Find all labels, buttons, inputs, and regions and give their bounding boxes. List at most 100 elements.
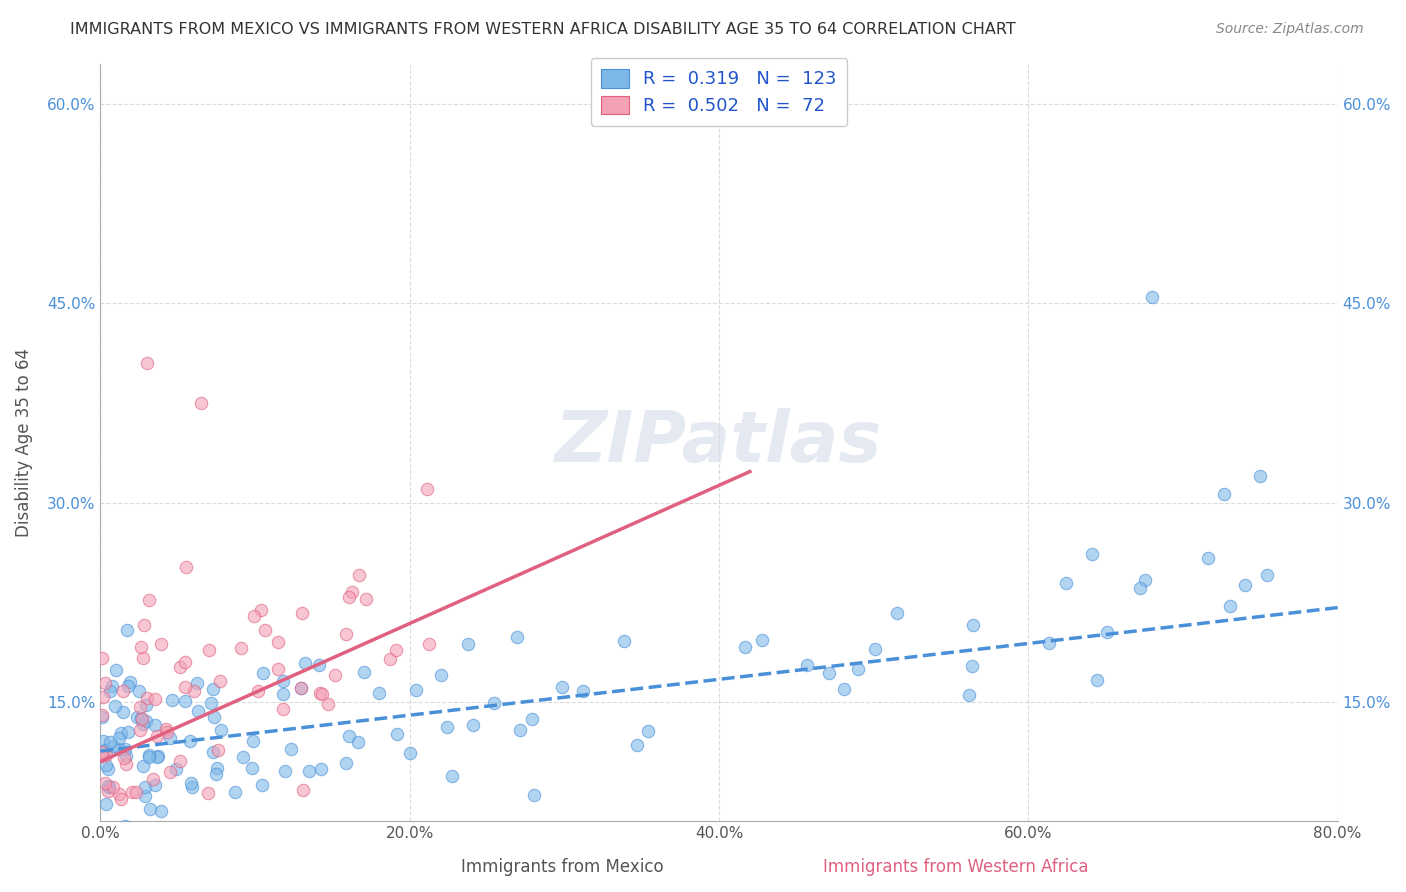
Point (291, 607, 314, 621)
Point (267, 634, 290, 648)
Point (817, 665, 839, 680)
Point (174, 560, 197, 574)
Point (112, 706, 135, 720)
Point (143, 778, 166, 792)
Point (1357, 190, 1379, 204)
Point (1213, 486, 1236, 500)
Legend: R =  0.319   N =  123, R =  0.502   N =  72: R = 0.319 N = 123, R = 0.502 N = 72 (591, 58, 848, 126)
Point (190, 396, 212, 410)
Point (832, 681, 855, 696)
Point (121, 785, 143, 799)
Point (138, 592, 160, 607)
Point (128, 684, 150, 698)
Point (94, 797, 117, 811)
Point (342, 585, 364, 599)
Point (266, 662, 288, 676)
Point (291, 783, 314, 797)
Point (132, 717, 155, 731)
Point (962, 617, 984, 632)
Point (94, 748, 117, 763)
Point (156, 725, 179, 739)
Point (97, 762, 120, 776)
Point (353, 665, 375, 679)
Point (91, 733, 114, 747)
Point (957, 688, 980, 702)
Point (796, 657, 818, 672)
Point (173, 655, 195, 669)
Point (224, 785, 246, 799)
Point (90, 710, 112, 724)
Point (368, 686, 391, 700)
Point (93, 675, 115, 690)
Point (114, 748, 136, 763)
Point (1140, 290, 1163, 304)
Point (114, 742, 136, 756)
Point (117, 725, 139, 739)
Point (298, 764, 321, 779)
Point (110, 792, 132, 806)
Point (207, 761, 229, 775)
Y-axis label: Disability Age 35 to 64: Disability Age 35 to 64 (15, 349, 32, 537)
Point (115, 623, 138, 637)
Point (132, 617, 155, 632)
Point (441, 769, 464, 783)
Text: Immigrants from Western Africa: Immigrants from Western Africa (824, 858, 1088, 876)
Point (200, 696, 222, 710)
Point (111, 684, 134, 698)
Point (271, 687, 294, 701)
Point (112, 751, 135, 765)
Point (572, 683, 595, 698)
Point (118, 675, 141, 690)
Point (129, 710, 152, 724)
Text: Source: ZipAtlas.com: Source: ZipAtlas.com (1216, 22, 1364, 37)
Point (104, 698, 127, 713)
Point (114, 756, 136, 771)
Point (160, 693, 183, 707)
Point (1197, 551, 1219, 566)
Point (142, 772, 165, 787)
Point (240, 761, 263, 775)
Point (174, 828, 197, 842)
Point (181, 780, 204, 794)
Point (98, 684, 121, 698)
Point (155, 722, 177, 736)
Point (91, 690, 114, 705)
Point (94, 776, 117, 790)
Point (246, 683, 269, 698)
Point (100, 679, 122, 693)
Point (101, 739, 124, 753)
Point (128, 700, 150, 714)
Point (124, 785, 146, 799)
Point (107, 788, 129, 802)
Point (91, 749, 114, 764)
Point (122, 828, 145, 842)
Point (523, 788, 546, 802)
Point (751, 632, 773, 647)
Point (143, 691, 166, 706)
Point (387, 726, 409, 740)
Point (311, 688, 333, 702)
Point (132, 759, 155, 773)
Point (1133, 574, 1156, 588)
Point (94, 758, 117, 772)
Point (148, 749, 170, 764)
Point (551, 680, 574, 694)
Point (398, 746, 420, 760)
Text: IMMIGRANTS FROM MEXICO VS IMMIGRANTS FROM WESTERN AFRICA DISABILITY AGE 35 TO 64: IMMIGRANTS FROM MEXICO VS IMMIGRANTS FRO… (70, 22, 1017, 37)
Point (169, 660, 191, 674)
Point (242, 734, 264, 748)
Point (280, 741, 302, 756)
Point (290, 681, 312, 695)
Point (134, 828, 156, 842)
Point (271, 702, 294, 716)
Point (354, 591, 377, 606)
Point (138, 749, 160, 764)
Text: ZIPatlas: ZIPatlas (555, 409, 883, 477)
Point (110, 828, 132, 842)
Point (337, 729, 360, 743)
Point (522, 712, 544, 726)
Point (98, 735, 121, 749)
Point (159, 731, 181, 746)
Point (484, 696, 506, 710)
Point (207, 743, 229, 757)
